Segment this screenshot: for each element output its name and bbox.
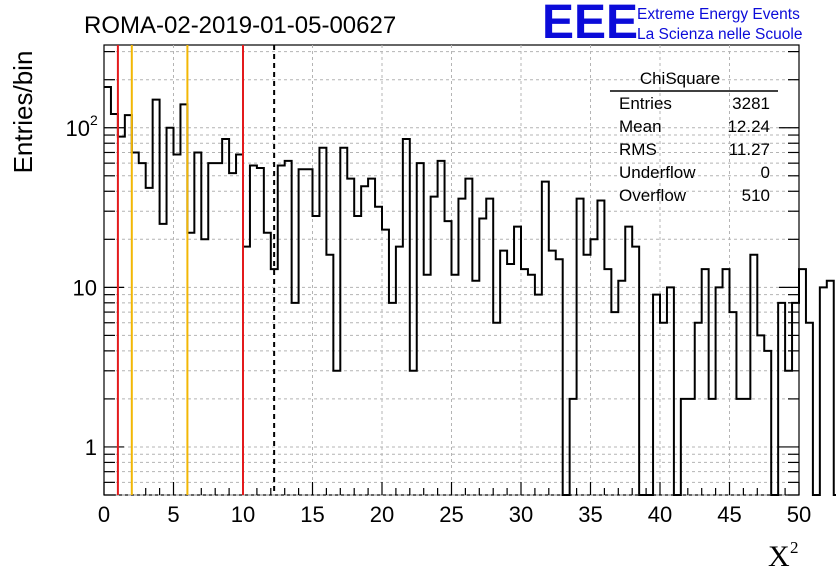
stats-box: ChiSquare Entries 3281 Mean 12.24 RMS 11.27 Un… — [610, 69, 778, 205]
brand-line-1: Extreme Energy Events — [637, 6, 800, 23]
reference-lines — [116, 45, 276, 495]
grid — [104, 45, 799, 496]
x-tick-label: 15 — [300, 502, 324, 527]
x-axis-label: X 2 — [768, 538, 799, 572]
y-axis-label: Entries/bin — [8, 51, 38, 174]
x-tick-label: 20 — [370, 502, 394, 527]
stats-label: Entries — [619, 94, 672, 113]
x-tick-label: 45 — [717, 502, 741, 527]
y-tick-label: 10 — [73, 275, 97, 300]
histogram-line — [104, 86, 836, 496]
x-axis-label-superscript: 2 — [790, 538, 799, 557]
stats-label: Mean — [619, 117, 662, 136]
stats-value: 11.27 — [729, 140, 770, 159]
x-tick-label: 25 — [439, 502, 463, 527]
stats-value: 12.24 — [727, 117, 770, 136]
x-tick-labels: 0 5 10 15 20 25 30 35 40 45 50 — [98, 502, 811, 527]
x-axis-label-main: X — [768, 540, 790, 572]
x-tick-label: 50 — [787, 502, 811, 527]
x-tick-label: 10 — [231, 502, 255, 527]
y-tick-label: 10 — [66, 116, 90, 141]
x-tick-label: 35 — [578, 502, 602, 527]
x-tick-label: 0 — [98, 502, 110, 527]
stats-title: ChiSquare — [640, 69, 720, 88]
x-tick-label: 40 — [648, 502, 672, 527]
stats-value: 510 — [742, 186, 770, 205]
x-tick-label: 30 — [509, 502, 533, 527]
y-tick-label-exponent: 2 — [90, 112, 98, 128]
stats-label: Underflow — [619, 163, 696, 182]
stats-label: Overflow — [619, 186, 687, 205]
stats-value: 0 — [761, 163, 770, 182]
stats-label: RMS — [619, 140, 657, 159]
y-tick-label: 1 — [85, 435, 97, 460]
chart-title: ROMA-02-2019-01-05-00627 — [84, 12, 396, 39]
eee-logo: EEE — [542, 0, 638, 49]
brand-line-2: La Scienza nelle Scuole — [637, 26, 802, 43]
x-tick-label: 5 — [167, 502, 179, 527]
stats-value: 3281 — [732, 94, 770, 113]
